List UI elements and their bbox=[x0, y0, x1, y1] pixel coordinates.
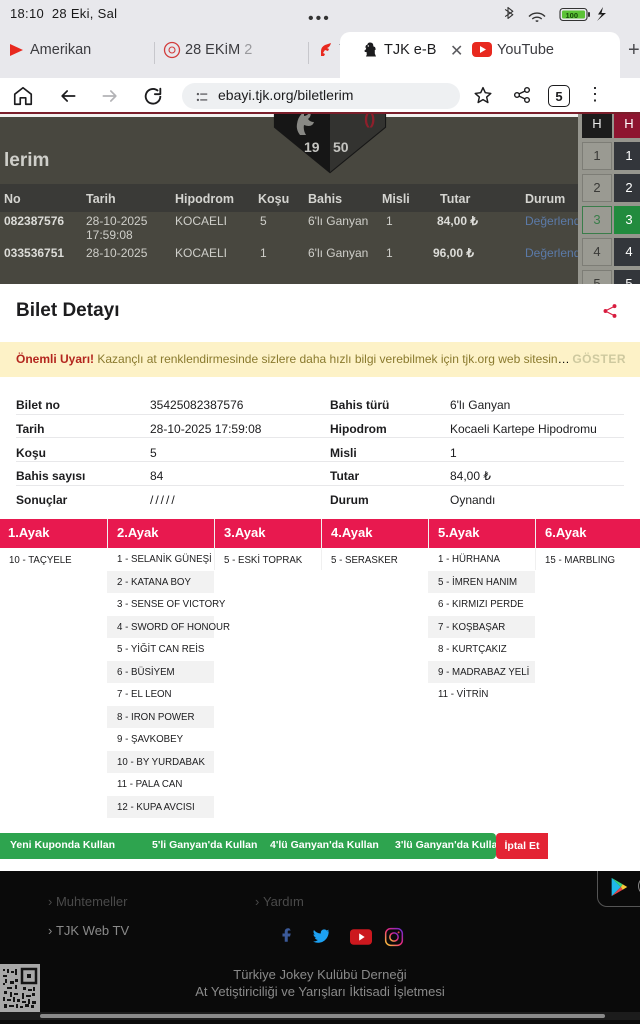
svg-text:19: 19 bbox=[304, 139, 320, 155]
svg-text:100: 100 bbox=[566, 11, 579, 20]
svg-text:50: 50 bbox=[333, 139, 349, 155]
svg-text:(): () bbox=[364, 114, 375, 128]
